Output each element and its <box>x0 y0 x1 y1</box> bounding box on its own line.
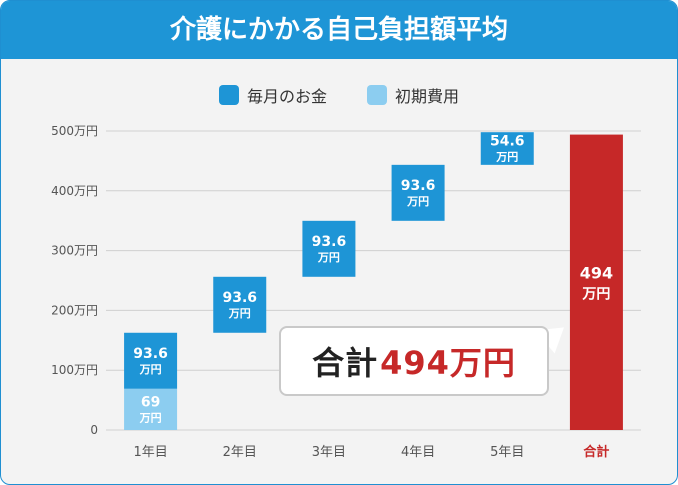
y-tick-label: 100万円 <box>51 363 98 377</box>
data-label: 54.6 <box>490 134 525 150</box>
x-tick-label: 3年目 <box>312 445 346 460</box>
legend-label-monthly: 毎月のお金 <box>246 87 327 106</box>
bar-monthly <box>302 220 356 277</box>
x-tick-label: 2年目 <box>223 445 257 460</box>
data-label-unit: 万円 <box>317 251 340 264</box>
data-label: 93.6 <box>312 234 347 250</box>
y-tick-label: 300万円 <box>51 244 98 258</box>
legend: 毎月のお金 初期費用 <box>1 83 677 107</box>
data-label-unit: 万円 <box>495 151 518 164</box>
y-tick-label: 200万円 <box>51 303 98 317</box>
data-label-unit: 万円 <box>581 286 610 302</box>
x-tick-label: 4年目 <box>401 445 435 460</box>
x-tick-label: 合計 <box>583 444 609 460</box>
x-tick-label: 5年目 <box>490 445 524 460</box>
bar-total <box>569 134 623 430</box>
data-label: 93.6 <box>401 178 436 194</box>
legend-item-monthly: 毎月のお金 <box>218 83 327 107</box>
data-label-unit: 万円 <box>139 363 162 376</box>
data-label: 494 <box>580 263 613 282</box>
bar-monthly <box>124 332 178 389</box>
bar-monthly <box>480 132 534 165</box>
bar-initial <box>124 388 178 430</box>
legend-item-initial: 初期費用 <box>367 83 459 107</box>
chart-title: 介護にかかる自己負担額平均 <box>1 1 677 59</box>
legend-swatch-initial <box>367 85 387 105</box>
y-tick-label: 500万円 <box>51 124 98 138</box>
bar-monthly <box>213 276 267 333</box>
legend-swatch-monthly <box>218 85 239 105</box>
x-tick-label: 1年目 <box>133 445 167 460</box>
callout-prefix: 合計 <box>312 344 379 382</box>
data-label-unit: 万円 <box>406 195 429 208</box>
y-tick-label: 400万円 <box>51 184 98 198</box>
data-label-unit: 万円 <box>139 411 162 424</box>
legend-label-initial: 初期費用 <box>395 87 460 106</box>
data-label: 93.6 <box>222 290 257 306</box>
bar-monthly <box>391 164 445 221</box>
callout-amount: 494万円 <box>380 344 516 382</box>
y-tick-label: 0 <box>90 423 98 437</box>
data-label: 93.6 <box>133 346 168 362</box>
data-label: 69 <box>141 394 160 410</box>
total-callout: 合計 494万円 <box>279 326 549 396</box>
data-label-unit: 万円 <box>228 307 251 320</box>
